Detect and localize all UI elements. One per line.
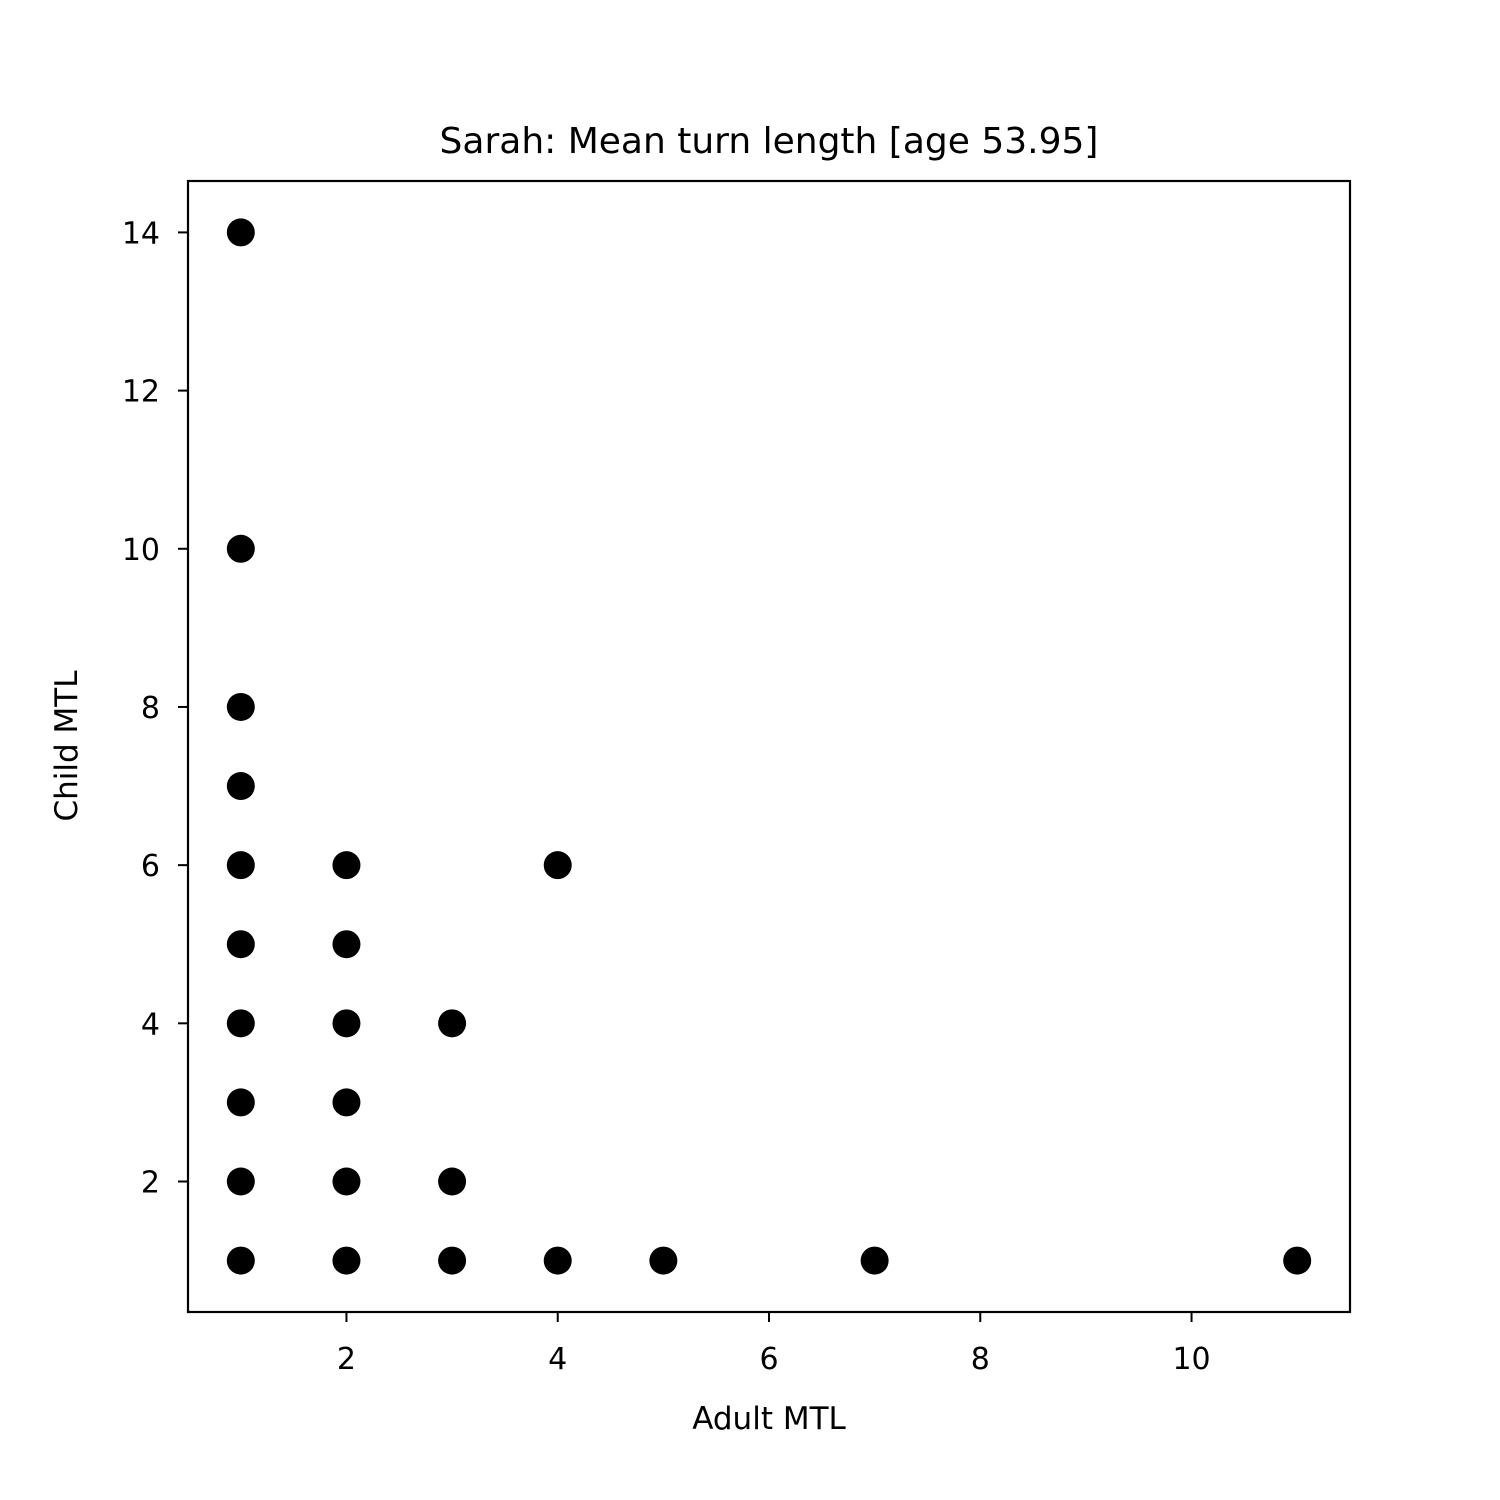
y-tick-label: 8 [141,691,160,726]
data-point [227,772,255,800]
data-point [438,1009,466,1037]
x-axis-ticks: 2 4 6 8 10 [337,1312,1211,1377]
data-points [227,218,1311,1274]
data-point [649,1247,677,1275]
y-axis-ticks: 2 4 6 8 10 12 14 [122,216,188,1200]
data-point [227,693,255,721]
y-tick-label: 10 [122,533,160,568]
data-point [544,1247,572,1275]
data-point [332,930,360,958]
data-point [861,1247,889,1275]
data-point [544,851,572,879]
data-point [227,1168,255,1196]
y-tick-label: 14 [122,216,160,251]
x-tick-label: 8 [971,1342,990,1377]
x-tick-label: 10 [1172,1342,1210,1377]
data-point [332,1088,360,1116]
data-point [332,1168,360,1196]
data-point [332,1009,360,1037]
data-point [227,218,255,246]
y-tick-label: 4 [141,1007,160,1042]
data-point [227,1247,255,1275]
data-point [438,1247,466,1275]
x-tick-label: 2 [337,1342,356,1377]
data-point [332,1247,360,1275]
data-point [227,930,255,958]
data-point [1283,1247,1311,1275]
y-tick-label: 12 [122,375,160,410]
data-point [438,1168,466,1196]
chart-title: Sarah: Mean turn length [age 53.95] [440,121,1099,162]
x-axis-label: Adult MTL [692,1401,846,1437]
data-point [227,851,255,879]
plot-frame [188,181,1350,1312]
data-point [227,1009,255,1037]
y-tick-label: 2 [141,1166,160,1201]
y-axis-label: Child MTL [49,670,85,822]
y-tick-label: 6 [141,849,160,884]
data-point [227,1088,255,1116]
data-point [227,535,255,563]
x-tick-label: 4 [548,1342,567,1377]
x-tick-label: 6 [759,1342,778,1377]
data-point [332,851,360,879]
